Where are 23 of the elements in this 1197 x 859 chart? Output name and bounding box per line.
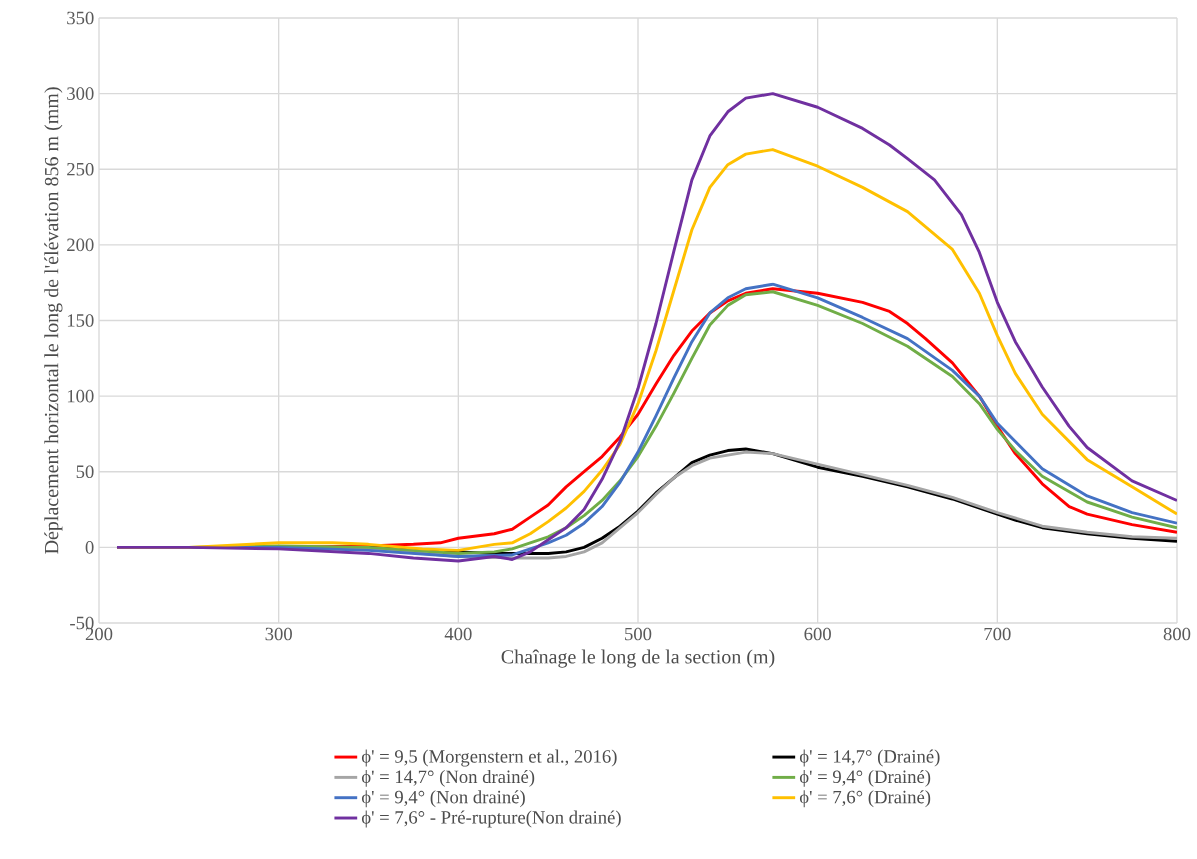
y-axis-title: Déplacement horizontal le long de l'élévation 856 m (mm)	[44, 87, 63, 554]
legend-label: ϕ' = 14,7° (Non drainé)	[361, 769, 535, 787]
legend-label: ϕ' = 9,4° (Drainé)	[799, 769, 931, 787]
y-tick-label: 350	[67, 11, 94, 25]
y-tick-label: 250	[67, 162, 94, 176]
y-tick-label: 100	[67, 389, 94, 403]
x-axis-title: Chaînage le long de la section (m)	[501, 649, 775, 668]
legend-label: ϕ' = 7,6° (Drainé)	[799, 790, 931, 808]
y-tick-label: 300	[67, 87, 94, 100]
y-tick-label: 200	[67, 238, 94, 252]
legend-label: ϕ' = 9,4° (Non drainé)	[361, 790, 525, 808]
y-tick-label: 0	[85, 541, 94, 554]
legend-label: ϕ' = 14,7° (Drainé)	[799, 749, 940, 767]
x-tick-label: 700	[984, 627, 1011, 641]
legend-label: ϕ' = 9,5 (Morgenstern et al., 2016)	[361, 749, 617, 767]
x-tick-label: 400	[444, 627, 472, 641]
y-tick-label: 150	[67, 314, 94, 327]
legend-label: ϕ' = 7,6° - Pré-rupture(Non drainé)	[361, 810, 621, 828]
x-tick-label: 600	[804, 627, 831, 641]
x-tick-label: 800	[1163, 627, 1191, 641]
x-tick-label: 500	[625, 627, 652, 641]
y-tick-label: 50	[76, 465, 94, 479]
x-tick-label: 300	[265, 627, 292, 641]
